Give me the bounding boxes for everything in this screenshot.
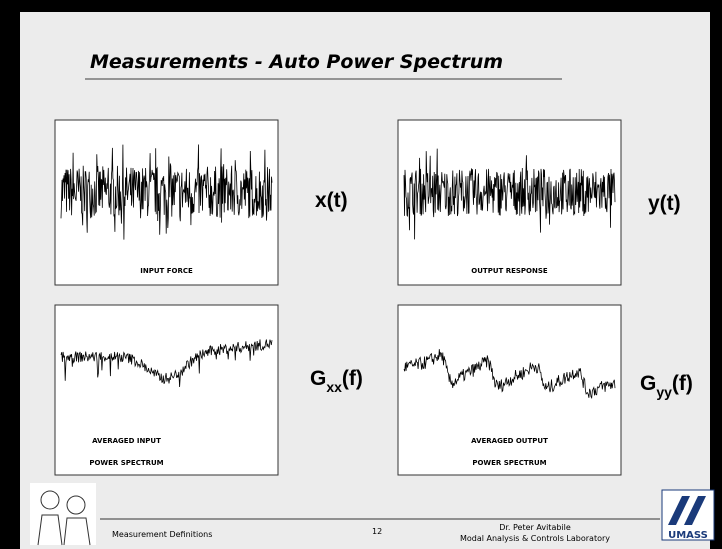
logo: UMASS	[661, 489, 715, 541]
signal-symbol: Gyy(f)	[640, 372, 693, 400]
cartoon	[30, 483, 96, 546]
plot-frame	[54, 304, 279, 476]
symbol-part: x(t)	[315, 189, 348, 212]
symbol-part: (f)	[672, 372, 693, 395]
footer-author: Dr. Peter Avitabile	[499, 523, 571, 532]
panel-label: OUTPUT RESPONSE	[471, 267, 548, 275]
panel-label: AVERAGED OUTPUT	[471, 437, 548, 445]
panel-label: POWER SPECTRUM	[472, 459, 546, 467]
symbol-part: y(t)	[648, 192, 681, 215]
signal-symbol: x(t)	[315, 189, 348, 212]
panel-label: INPUT FORCE	[140, 267, 193, 275]
symbol-part: (f)	[342, 367, 363, 390]
signal-trace	[403, 349, 616, 399]
plot-frame	[397, 304, 622, 476]
symbol-part: xx	[326, 379, 342, 395]
logo-text: UMASS	[668, 530, 708, 541]
signal-symbol: Gxx(f)	[310, 367, 363, 395]
panel: INPUT FORCE x(t)	[54, 119, 348, 286]
footer-lab: Modal Analysis & Controls Laboratory	[460, 534, 610, 543]
panel-label: AVERAGED INPUT	[92, 437, 161, 445]
panel: AVERAGED INPUT POWER SPECTRUM Gxx(f)	[54, 304, 363, 476]
signal-trace	[403, 148, 616, 240]
title: Measurements - Auto Power Spectrum	[90, 51, 503, 73]
panel: AVERAGED OUTPUT POWER SPECTRUM Gyy(f)	[397, 304, 693, 476]
signal-trace	[60, 144, 273, 240]
signal-trace	[60, 339, 273, 388]
plot-frame	[397, 119, 622, 286]
page-number: 12	[372, 527, 382, 536]
panel: OUTPUT RESPONSE y(t)	[397, 119, 681, 286]
signal-symbol: y(t)	[648, 192, 681, 215]
symbol-part: yy	[656, 384, 672, 400]
footer-left: Measurement Definitions	[112, 530, 212, 539]
symbol-part: G	[310, 367, 326, 390]
symbol-part: G	[640, 372, 656, 395]
panel-label: POWER SPECTRUM	[89, 459, 163, 467]
